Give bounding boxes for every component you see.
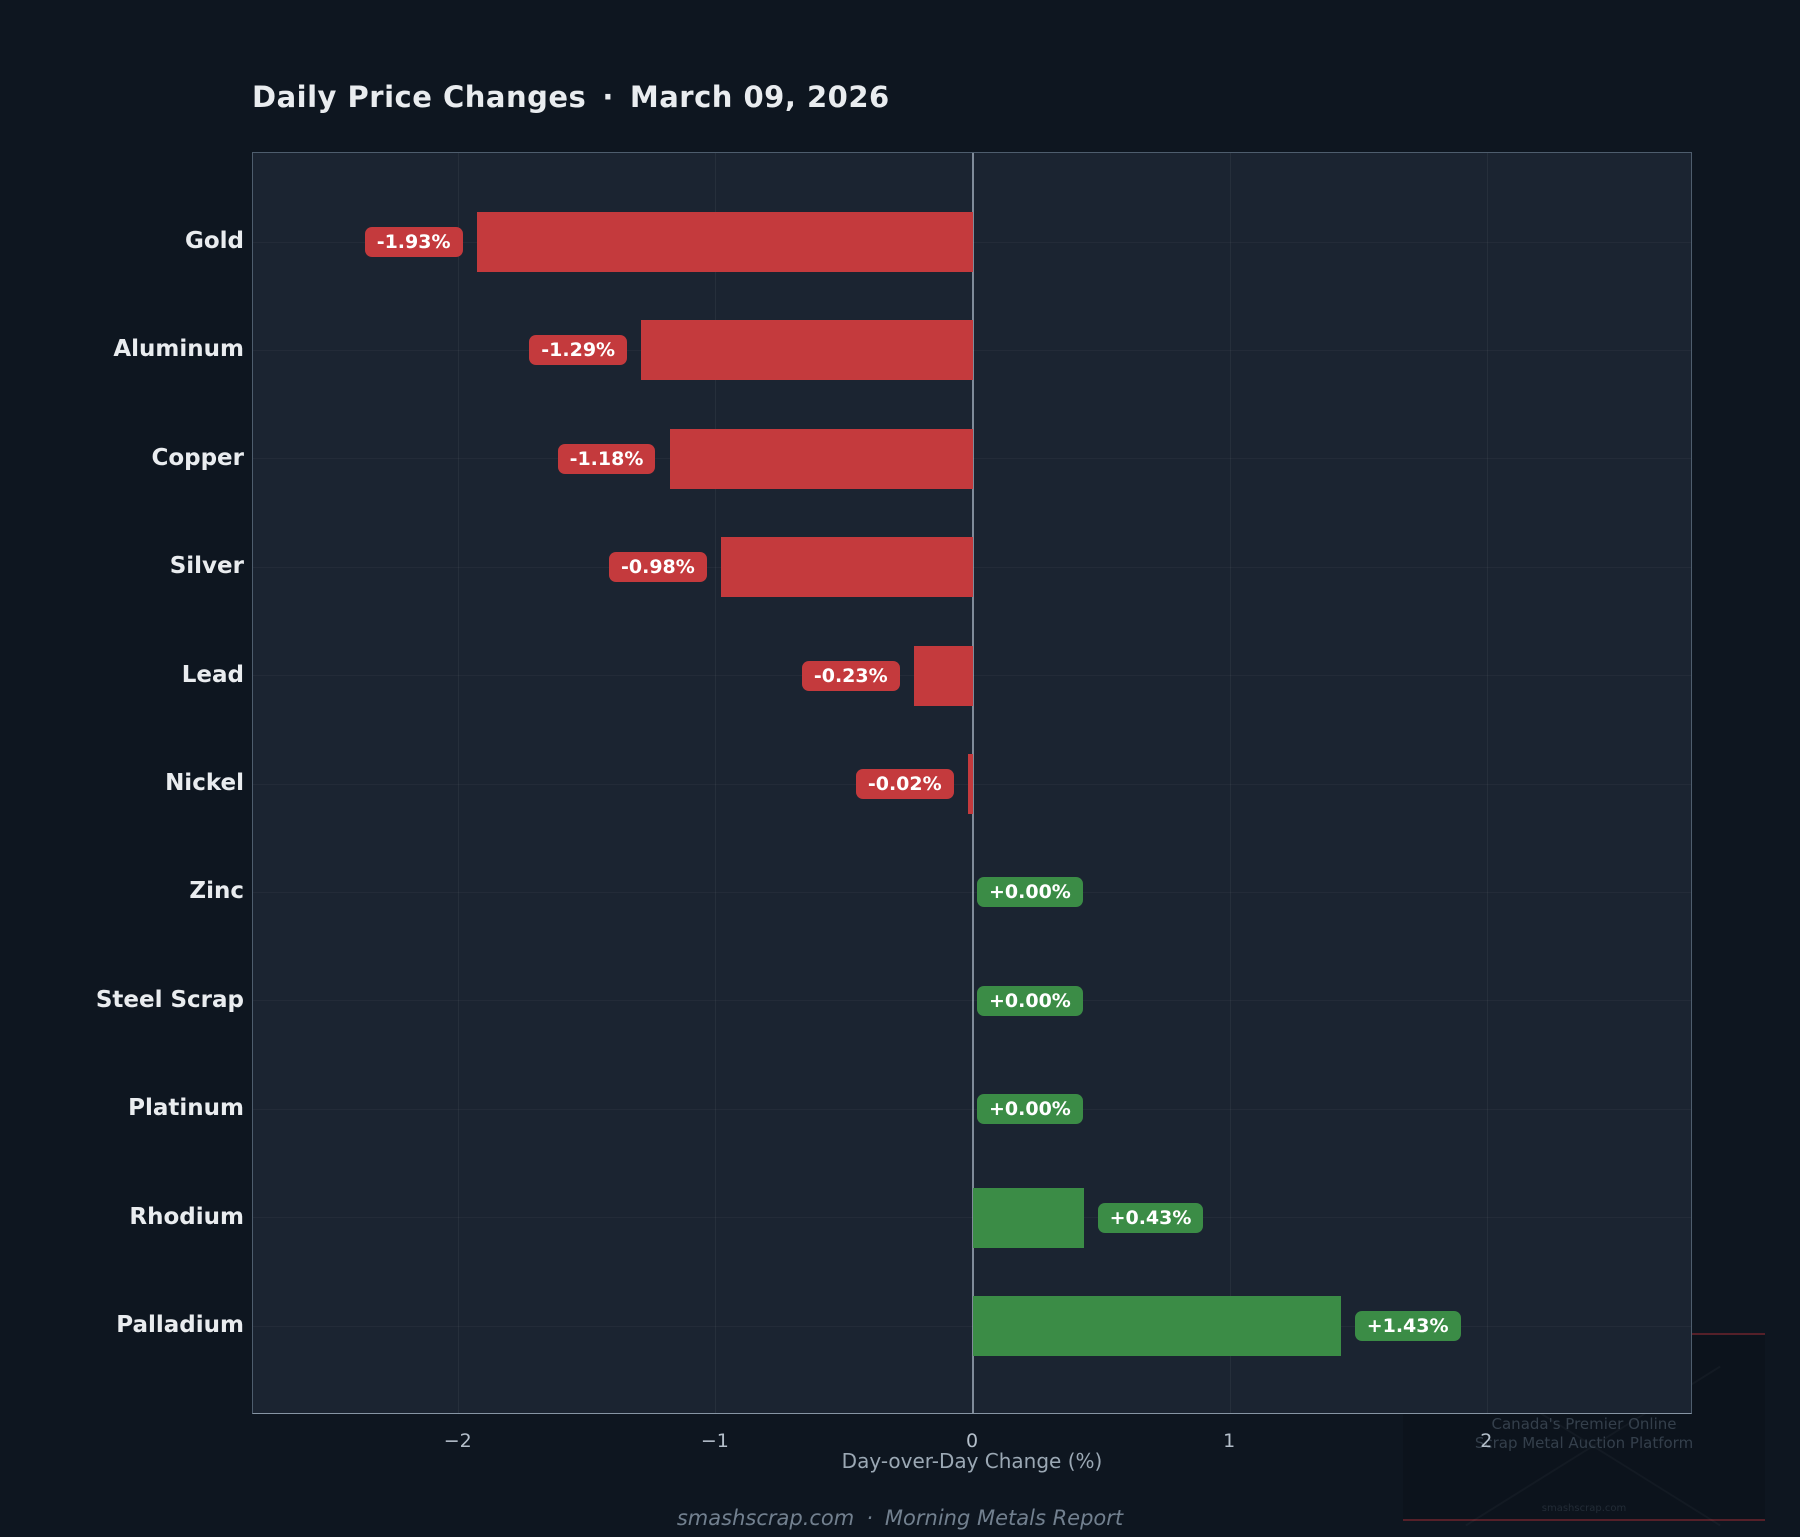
footer-site: smashscrap.com <box>676 1506 855 1530</box>
watermark-tagline: Canada's Premier Online Scrap Metal Auct… <box>1474 1415 1694 1452</box>
y-gridline <box>253 1109 1691 1110</box>
y-gridline <box>253 1326 1691 1327</box>
y-gridline <box>253 1000 1691 1001</box>
category-label-palladium: Palladium <box>116 1312 244 1338</box>
x-gridline <box>1486 153 1488 1413</box>
x-gridline <box>458 153 460 1413</box>
category-label-gold: Gold <box>184 228 244 254</box>
x-gridline <box>715 153 717 1413</box>
value-badge-aluminum: -1.29% <box>529 335 628 366</box>
category-label-copper: Copper <box>151 444 244 471</box>
category-label-rhodium: Rhodium <box>129 1203 244 1230</box>
value-badge-copper: -1.18% <box>557 443 656 474</box>
x-tick-label: 2 <box>1480 1430 1493 1452</box>
category-label-platinum: Platinum <box>128 1095 244 1122</box>
value-badge-gold: -1.93% <box>364 227 463 257</box>
chart-date: March 09, 2026 <box>629 80 890 114</box>
bar-palladium <box>973 1296 1341 1356</box>
x-tick-label: −1 <box>700 1430 729 1452</box>
y-gridline <box>253 892 1691 893</box>
footer-report: Morning Metals Report <box>884 1506 1124 1530</box>
value-badge-silver: -0.98% <box>609 552 707 583</box>
value-badge-rhodium: +0.43% <box>1097 1202 1204 1233</box>
footer-separator: · <box>866 1506 873 1530</box>
chart-title: Daily Price Changes · March 09, 2026 <box>252 80 890 114</box>
x-tick-label: 1 <box>1223 1430 1236 1452</box>
x-axis-label: Day-over-Day Change (%) <box>841 1449 1103 1473</box>
category-label-aluminum: Aluminum <box>113 336 244 363</box>
category-label-silver: Silver <box>169 553 244 580</box>
category-label-lead: Lead <box>181 661 244 688</box>
category-label-nickel: Nickel <box>165 770 244 796</box>
bar-rhodium <box>973 1187 1084 1248</box>
value-badge-zinc: +0.00% <box>977 877 1083 908</box>
x-tick-label: −2 <box>443 1430 472 1452</box>
zero-line <box>972 153 974 1413</box>
plot-area: -1.93% -1.29% -1.18% -0.98% -0.23% -0.02% +0.0… <box>252 152 1692 1414</box>
footer-caption: smashscrap.com · Morning Metals Report <box>0 1506 1800 1530</box>
bar-aluminum <box>641 320 973 381</box>
bar-gold <box>476 212 973 272</box>
bar-nickel <box>967 754 973 814</box>
category-label-zinc: Zinc <box>189 878 244 905</box>
x-gridline <box>1229 153 1231 1413</box>
y-gridline <box>253 1217 1691 1218</box>
value-badge-steel-scrap: +0.00% <box>977 985 1083 1016</box>
watermark-site: smashscrap.com <box>1541 1503 1627 1514</box>
chart-title-text: Daily Price Changes <box>252 80 587 114</box>
value-badge-lead: -0.23% <box>801 660 900 691</box>
x-tick-label: 0 <box>965 1430 979 1452</box>
bar-silver <box>721 537 973 598</box>
bar-lead <box>913 645 973 706</box>
value-badge-platinum: +0.00% <box>977 1094 1083 1125</box>
chart-title-separator: · <box>602 80 614 114</box>
bar-copper <box>669 428 973 489</box>
value-badge-palladium: +1.43% <box>1354 1311 1461 1341</box>
value-badge-nickel: -0.02% <box>855 769 954 799</box>
category-label-steel-scrap: Steel Scrap <box>95 986 244 1013</box>
